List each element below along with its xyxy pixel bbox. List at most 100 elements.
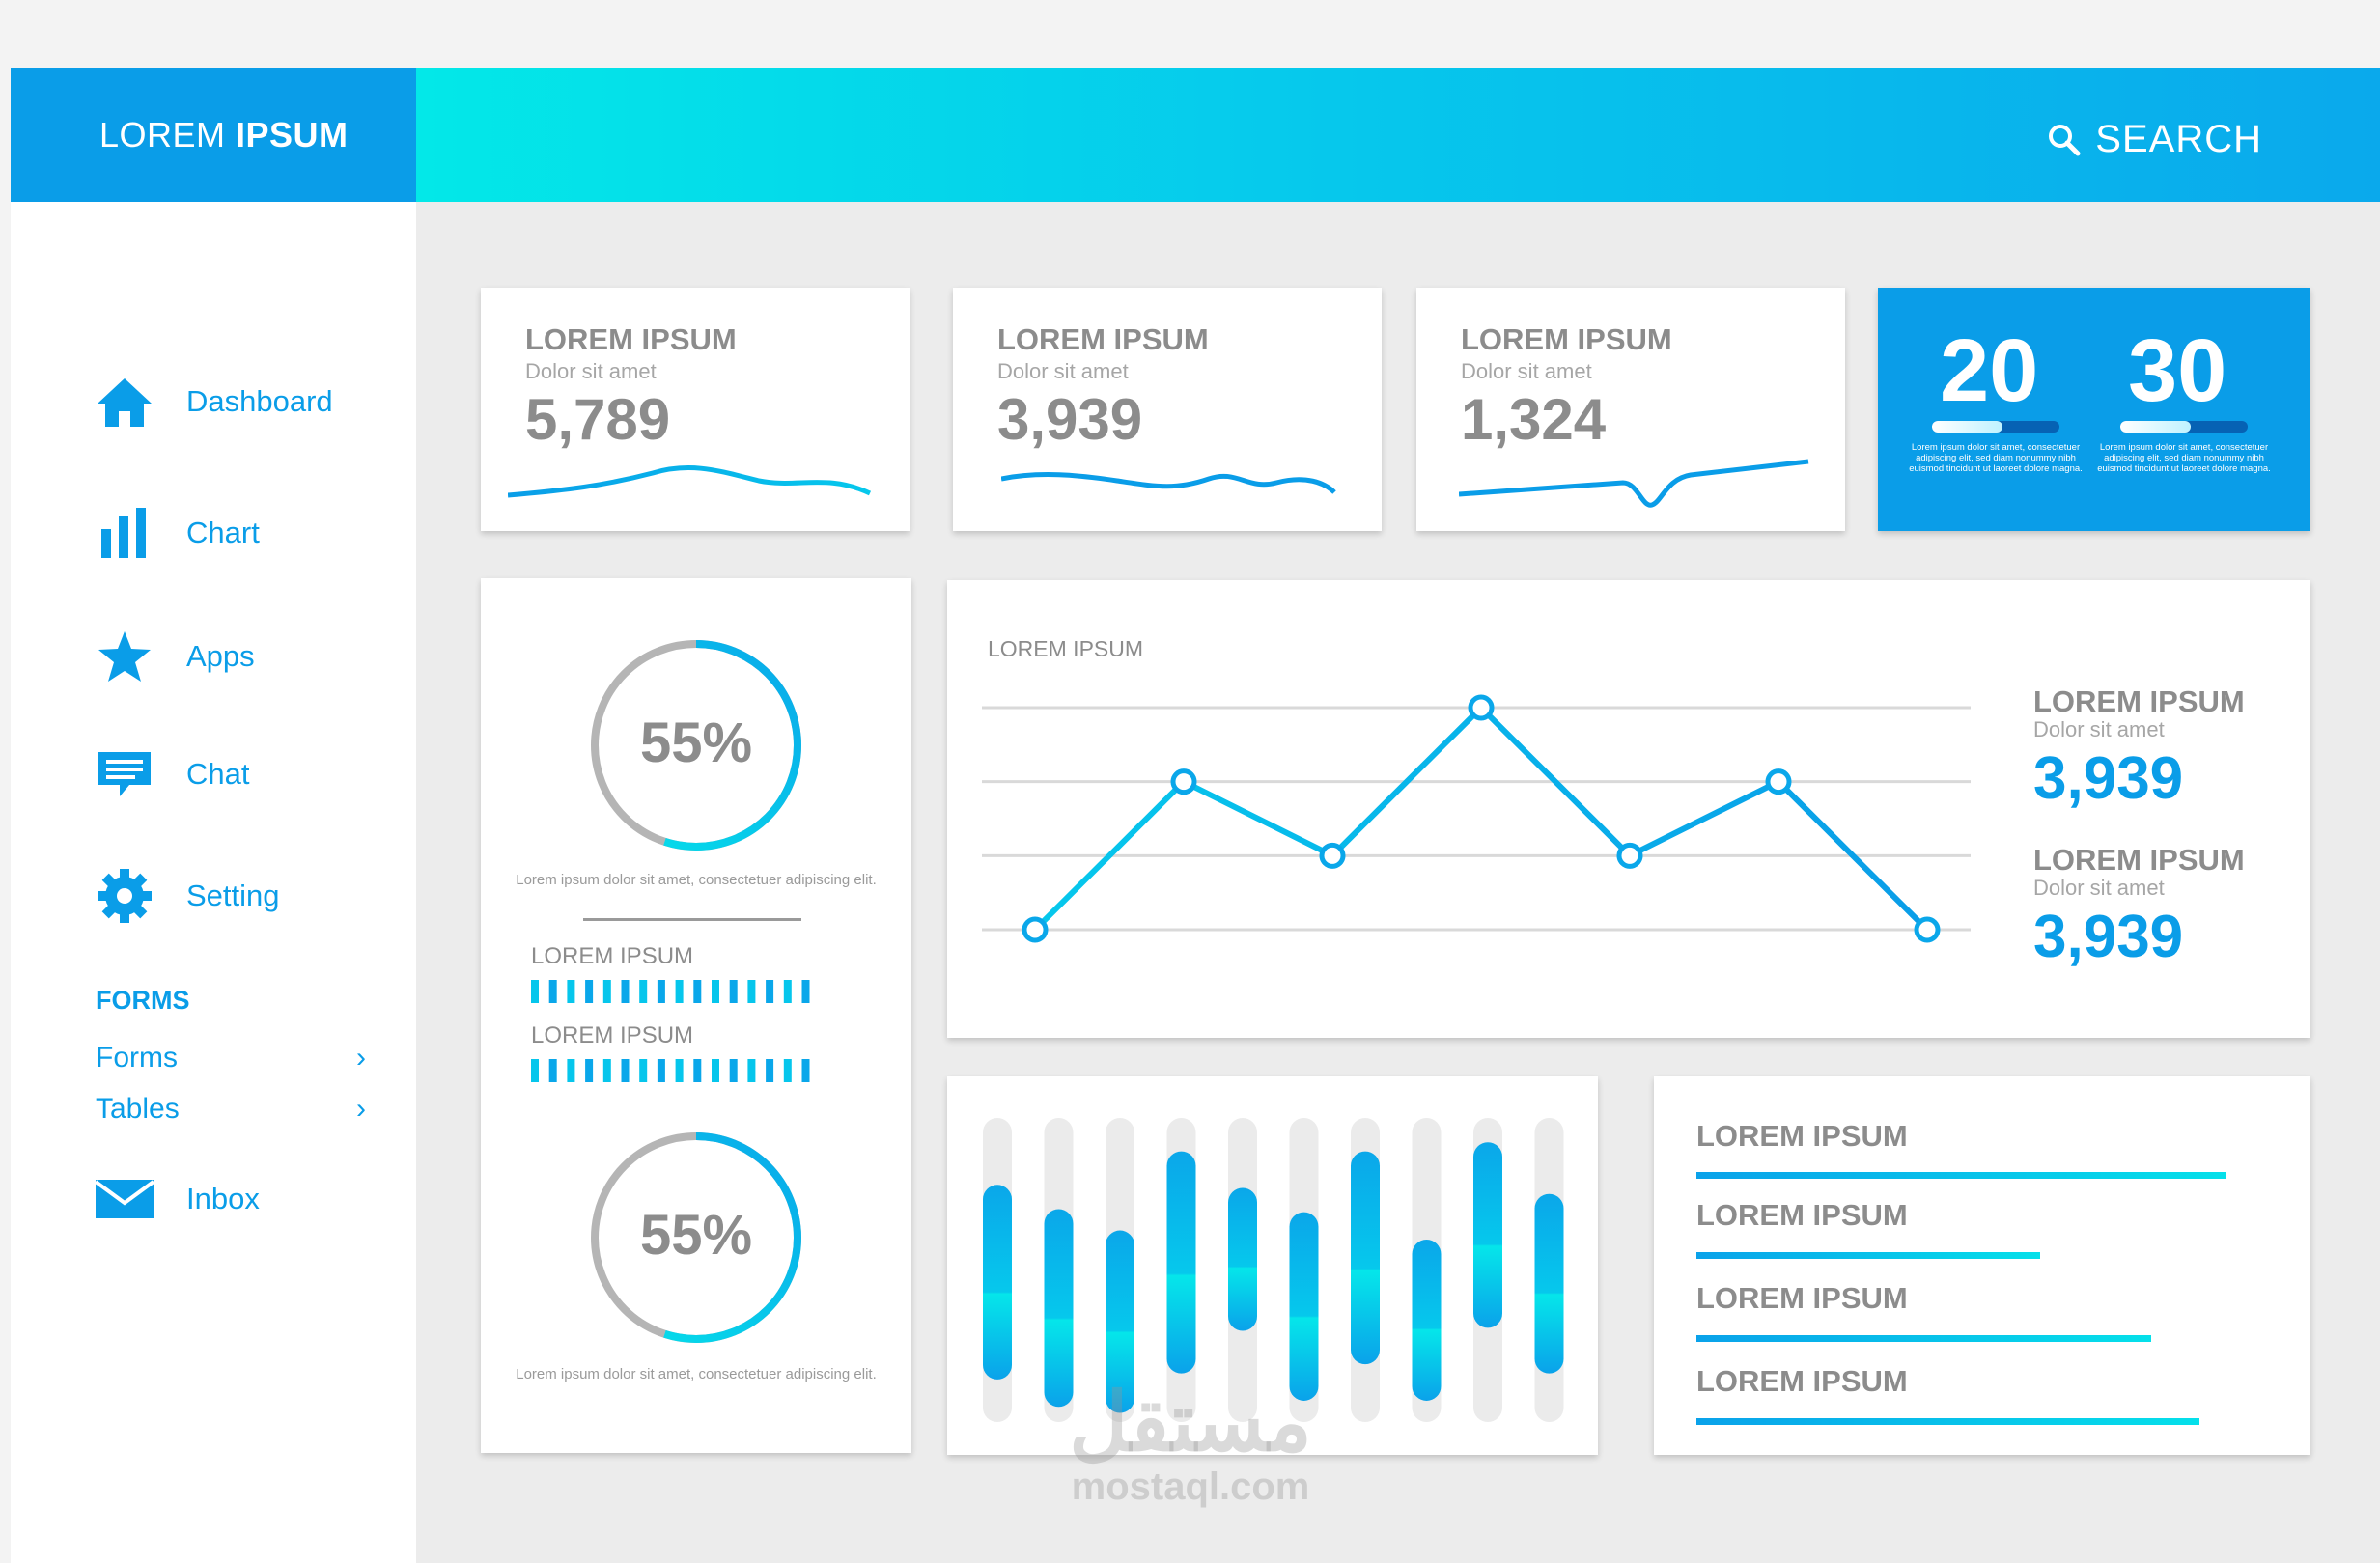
meter-segment	[693, 980, 702, 1003]
gear-icon	[96, 867, 154, 925]
gauge-value: 55%	[640, 712, 752, 774]
search-button[interactable]: SEARCH	[2047, 118, 2262, 161]
stat-title: LOREM IPSUM	[1461, 322, 1672, 356]
segment-meter	[531, 980, 810, 1003]
stat-subtitle: Dolor sit amet	[997, 359, 1129, 383]
meter-segment	[766, 1059, 774, 1082]
top-bar: SEARCH	[416, 68, 2380, 202]
counter-value: 20	[1940, 321, 2039, 420]
home-icon	[96, 373, 154, 431]
sidebar-item-label: Dashboard	[186, 384, 333, 418]
data-point[interactable]	[1765, 768, 1792, 795]
meter-segment	[675, 1059, 684, 1082]
chevron-right-icon: ›	[356, 1042, 366, 1074]
line-chart	[982, 694, 1971, 943]
bar[interactable]	[1228, 1187, 1257, 1331]
stat-title: LOREM IPSUM	[525, 322, 737, 356]
search-icon	[2049, 124, 2081, 155]
meter-segment	[621, 980, 630, 1003]
side-stat-value: 3,939	[2033, 904, 2184, 970]
hbar-card: LOREM IPSUM LOREM IPSUM LOREM IPSUM LORE…	[1654, 1076, 2310, 1455]
meter-segment	[657, 1059, 665, 1082]
watermark-arabic: مستقل	[1069, 1377, 1312, 1467]
meter-segment	[531, 980, 539, 1003]
gauge-value: 55%	[640, 1204, 752, 1267]
brand-logo[interactable]: LOREM IPSUM	[11, 68, 416, 202]
meter-segment	[531, 1059, 539, 1082]
bar[interactable]	[983, 1185, 1012, 1380]
sidebar-item-tables[interactable]: Tables ›	[96, 1093, 366, 1126]
gauge-card: 55% Lorem ipsum dolor sit amet, consecte…	[481, 578, 911, 1453]
sidebar-item-setting[interactable]: Setting	[96, 867, 280, 925]
bar[interactable]	[1166, 1151, 1196, 1374]
data-point[interactable]	[1022, 916, 1049, 943]
meter-segment	[766, 980, 774, 1003]
bar[interactable]	[1351, 1151, 1380, 1365]
stat-card[interactable]: LOREM IPSUM Dolor sit amet 3,939	[953, 288, 1382, 531]
meter-segment	[729, 1059, 738, 1082]
meter-segment	[567, 1059, 575, 1082]
sidebar-item-label: Setting	[186, 879, 280, 912]
bar-chart	[983, 1118, 1564, 1422]
sparkline	[1001, 472, 1336, 494]
bar[interactable]	[1044, 1209, 1074, 1408]
sidebar-item-chart[interactable]: Chart	[96, 504, 260, 562]
data-point[interactable]	[1616, 842, 1643, 869]
hbar	[1696, 1252, 2041, 1259]
sparkline	[1459, 459, 1809, 508]
bar-chart-icon	[96, 504, 154, 562]
meter-label: LOREM IPSUM	[531, 1022, 694, 1048]
stat-card[interactable]: LOREM IPSUM Dolor sit amet 1,324	[1416, 288, 1845, 531]
sidebar: Dashboard Chart Apps Chat	[11, 202, 416, 1563]
hbar	[1696, 1418, 2199, 1425]
meter-segment	[675, 980, 684, 1003]
counter-text: Lorem ipsum dolor sit amet, consectetuer…	[1909, 442, 2083, 474]
data-point[interactable]	[1170, 768, 1197, 795]
sidebar-item-label: Forms	[96, 1042, 178, 1074]
sidebar-item-forms[interactable]: Forms ›	[96, 1042, 366, 1075]
series-line	[1032, 705, 1930, 933]
meter-segment	[783, 980, 792, 1003]
bar[interactable]	[1412, 1240, 1442, 1401]
meter-segment	[747, 1059, 756, 1082]
counter-text: Lorem ipsum dolor sit amet, consectetuer…	[2097, 442, 2271, 474]
meter-segment	[567, 980, 575, 1003]
side-stat-subtitle: Dolor sit amet	[2033, 876, 2165, 900]
line-chart-card: LOREM IPSUM LOREM IPSUM Dolor sit amet 3…	[947, 580, 2310, 1038]
meter-segment	[602, 980, 611, 1003]
sidebar-item-inbox[interactable]: Inbox	[96, 1170, 260, 1228]
sidebar-item-chat[interactable]: Chat	[96, 745, 249, 803]
sidebar-item-dashboard[interactable]: Dashboard	[96, 373, 333, 431]
bar[interactable]	[1289, 1212, 1319, 1401]
counter-progress	[2120, 421, 2248, 433]
hbar-label: LOREM IPSUM	[1696, 1364, 1908, 1398]
stat-subtitle: Dolor sit amet	[1461, 359, 1592, 383]
sidebar-item-apps[interactable]: Apps	[96, 628, 255, 685]
data-point[interactable]	[1468, 694, 1495, 721]
stat-value: 5,789	[525, 387, 671, 452]
star-icon	[96, 628, 154, 685]
counter-card[interactable]: 20 Lorem ipsum dolor sit amet, consectet…	[1878, 288, 2310, 531]
gauge-caption: Lorem ipsum dolor sit amet, consectetuer…	[516, 872, 877, 888]
brand-light: LOREM	[99, 114, 237, 154]
side-stat-title: LOREM IPSUM	[2033, 843, 2245, 877]
sidebar-item-label: Tables	[96, 1093, 180, 1125]
counter-value: 30	[2128, 321, 2227, 420]
donut-gauge: 55%	[591, 640, 801, 851]
meter-segment	[712, 1059, 719, 1082]
data-point[interactable]	[1914, 916, 1941, 943]
bar[interactable]	[1534, 1193, 1564, 1374]
gauge-caption: Lorem ipsum dolor sit amet, consectetuer…	[516, 1366, 877, 1382]
meter-segment	[585, 1059, 594, 1082]
bar[interactable]	[1473, 1142, 1502, 1328]
data-point[interactable]	[1319, 842, 1346, 869]
sidebar-item-label: Apps	[186, 639, 255, 673]
bar-chart-card	[947, 1076, 1598, 1455]
meter-segment	[602, 1059, 611, 1082]
bar[interactable]	[1106, 1230, 1134, 1413]
stat-card[interactable]: LOREM IPSUM Dolor sit amet 5,789	[481, 288, 910, 531]
meter-segment	[801, 1059, 810, 1082]
side-stat-value: 3,939	[2033, 745, 2184, 812]
side-stat-title: LOREM IPSUM	[2033, 684, 2245, 718]
envelope-icon	[96, 1170, 154, 1228]
